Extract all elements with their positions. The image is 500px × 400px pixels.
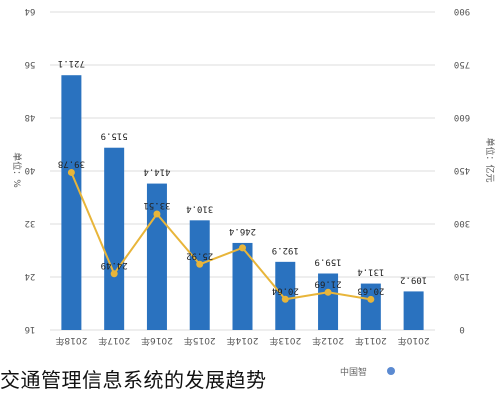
line-point xyxy=(196,260,204,268)
bar xyxy=(189,220,210,330)
category-label: 2010年 xyxy=(398,335,430,347)
right-axis-title: 单位：亿元 xyxy=(484,137,496,182)
category-label: 2018年 xyxy=(55,335,87,347)
bar xyxy=(232,242,253,330)
left-axis-title: 单位：% xyxy=(11,152,23,188)
bar xyxy=(61,75,82,330)
series-line xyxy=(70,172,371,301)
category-label: 2017年 xyxy=(98,335,130,347)
bar-value-label: 721.1 xyxy=(58,58,85,68)
bar-value-label: 515.9 xyxy=(101,131,128,141)
bar xyxy=(403,291,424,330)
right-tick-label: 150 xyxy=(454,271,470,281)
line-value-label: 21.69 xyxy=(315,278,342,288)
caption-title: 交通管理信息系统的发展趋势 xyxy=(0,364,267,393)
right-tick-label: 300 xyxy=(454,218,470,228)
bar-value-label: 246.4 xyxy=(229,226,256,236)
right-tick-label: 750 xyxy=(454,59,470,69)
category-label: 2016年 xyxy=(141,335,173,347)
line-point xyxy=(324,288,332,296)
bar xyxy=(360,283,381,330)
category-label: 2015年 xyxy=(184,335,216,347)
category-label: 2013年 xyxy=(269,335,301,347)
bar-value-label: 310.4 xyxy=(186,203,213,213)
left-tick-label: 56 xyxy=(25,59,36,69)
line-value-label: 24.49 xyxy=(101,260,128,270)
bar-value-label: 109.2 xyxy=(400,274,427,284)
line-point xyxy=(67,168,75,176)
plot-area: 16 0 24 150 32 300 40 450 48 600 56 750 64 900 单位：% 单位：… xyxy=(11,6,496,347)
line-point xyxy=(110,270,118,278)
right-tick-label: 450 xyxy=(454,165,470,175)
bar-value-label: 131.4 xyxy=(357,267,384,277)
right-tick-label: 0 xyxy=(459,324,464,334)
source-logo-icon xyxy=(387,367,395,375)
source-note: 中国智 xyxy=(340,368,368,378)
line-point xyxy=(281,295,289,303)
line-value-label: 20.63 xyxy=(357,285,384,295)
bar-value-label: 192.9 xyxy=(272,245,299,255)
category-label: 2014年 xyxy=(227,335,259,347)
left-tick-label: 16 xyxy=(25,324,36,334)
line-point xyxy=(367,295,375,303)
left-tick-label: 24 xyxy=(25,271,36,281)
right-tick-label: 900 xyxy=(454,6,470,16)
line-point xyxy=(153,210,161,218)
line-value-label: 20.64 xyxy=(272,285,299,295)
bar-value-label: 159.9 xyxy=(315,257,342,267)
right-tick-label: 600 xyxy=(454,112,470,122)
bar xyxy=(104,147,125,330)
left-tick-label: 32 xyxy=(25,218,36,228)
bar-value-label: 414.4 xyxy=(143,167,170,177)
left-tick-label: 48 xyxy=(25,112,36,122)
category-label: 2011年 xyxy=(355,335,387,347)
category-label: 2012年 xyxy=(312,335,344,347)
line-point xyxy=(239,244,246,252)
line-value-label: 33.51 xyxy=(143,200,170,210)
line-value-label: 39.78 xyxy=(58,158,85,168)
left-tick-label: 40 xyxy=(25,165,36,175)
bar xyxy=(318,273,339,330)
left-tick-label: 64 xyxy=(25,6,36,16)
line-value-label: 25.92 xyxy=(186,250,213,260)
